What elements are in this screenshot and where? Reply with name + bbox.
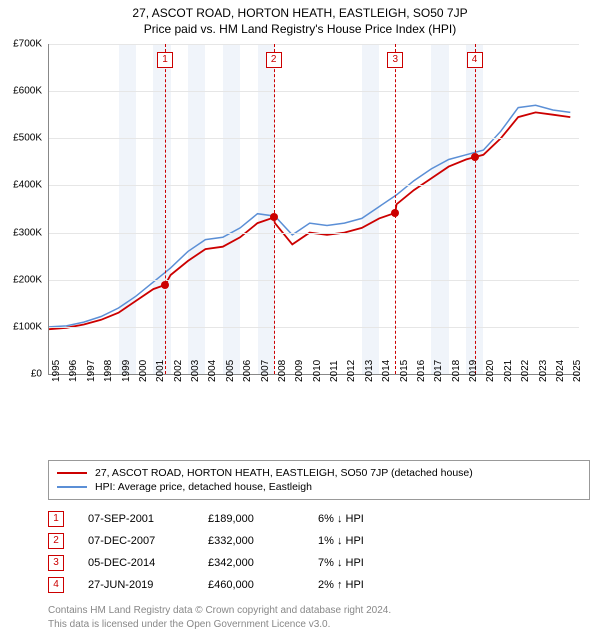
x-axis-label: 2020: [485, 360, 496, 382]
x-axis-label: 2024: [555, 360, 566, 382]
x-axis-label: 2007: [260, 360, 271, 382]
gridline: [49, 91, 579, 92]
legend-item: HPI: Average price, detached house, East…: [57, 480, 581, 494]
transaction-table: 1 07-SEP-2001£189,0006% ↓ HPI 2 07-DEC-2007…: [48, 508, 590, 596]
x-axis-label: 2008: [277, 360, 288, 382]
transaction-marker: 3: [48, 555, 64, 571]
transaction-date: 07-DEC-2007: [88, 535, 208, 547]
x-axis-label: 2014: [381, 360, 392, 382]
transaction-price: £189,000: [208, 513, 318, 525]
transaction-marker: 2: [48, 533, 64, 549]
marker-box: 2: [266, 52, 282, 68]
x-axis-label: 2018: [451, 360, 462, 382]
legend-swatch: [57, 486, 87, 488]
transaction-marker: 1: [48, 511, 64, 527]
x-axis-label: 2012: [346, 360, 357, 382]
legend-swatch: [57, 472, 87, 474]
transaction-date: 07-SEP-2001: [88, 513, 208, 525]
x-axis-label: 2005: [225, 360, 236, 382]
marker-line: [165, 44, 166, 374]
y-axis-label: £0: [0, 369, 42, 380]
x-axis-label: 2025: [572, 360, 583, 382]
transaction-row: 1 07-SEP-2001£189,0006% ↓ HPI: [48, 508, 590, 530]
marker-line: [475, 44, 476, 374]
y-axis-label: £600K: [0, 86, 42, 97]
y-axis-label: £100K: [0, 321, 42, 332]
transaction-date: 05-DEC-2014: [88, 557, 208, 569]
y-axis-label: £500K: [0, 133, 42, 144]
x-axis-label: 2021: [503, 360, 514, 382]
y-axis-label: £700K: [0, 39, 42, 50]
gridline: [49, 44, 579, 45]
price-dot: [471, 153, 479, 161]
transaction-marker: 4: [48, 577, 64, 593]
transaction-row: 2 07-DEC-2007£332,0001% ↓ HPI: [48, 530, 590, 552]
x-axis-label: 1996: [68, 360, 79, 382]
x-axis-label: 2023: [538, 360, 549, 382]
legend: 27, ASCOT ROAD, HORTON HEATH, EASTLEIGH,…: [48, 460, 590, 500]
plot-area: 1 2 3 4: [48, 44, 579, 375]
marker-box: 3: [387, 52, 403, 68]
transaction-price: £332,000: [208, 535, 318, 547]
gridline: [49, 233, 579, 234]
chart: 1234 £0£100K£200K£300K£400K£500K£600K£70…: [48, 44, 578, 404]
transaction-row: 3 05-DEC-2014£342,0007% ↓ HPI: [48, 552, 590, 574]
gridline: [49, 327, 579, 328]
x-axis-label: 2022: [520, 360, 531, 382]
legend-item: 27, ASCOT ROAD, HORTON HEATH, EASTLEIGH,…: [57, 466, 581, 480]
x-axis-label: 2015: [399, 360, 410, 382]
transaction-delta: 2% ↑ HPI: [318, 579, 418, 591]
x-axis-label: 2000: [138, 360, 149, 382]
price-dot: [270, 213, 278, 221]
x-axis-label: 2004: [207, 360, 218, 382]
transaction-delta: 1% ↓ HPI: [318, 535, 418, 547]
x-axis-label: 2019: [468, 360, 479, 382]
y-axis-label: £400K: [0, 180, 42, 191]
x-axis-label: 2001: [155, 360, 166, 382]
marker-line: [274, 44, 275, 374]
y-axis-label: £200K: [0, 274, 42, 285]
footer-attribution: Contains HM Land Registry data © Crown c…: [48, 604, 590, 631]
x-axis-label: 2016: [416, 360, 427, 382]
x-axis-label: 2010: [312, 360, 323, 382]
x-axis-label: 1999: [121, 360, 132, 382]
y-axis-label: £300K: [0, 227, 42, 238]
title-subtitle: Price paid vs. HM Land Registry's House …: [0, 20, 600, 36]
page: 27, ASCOT ROAD, HORTON HEATH, EASTLEIGH,…: [0, 0, 600, 620]
series-price_paid: [49, 112, 570, 329]
gridline: [49, 280, 579, 281]
legend-label: HPI: Average price, detached house, East…: [95, 481, 312, 493]
x-axis-label: 2003: [190, 360, 201, 382]
legend-label: 27, ASCOT ROAD, HORTON HEATH, EASTLEIGH,…: [95, 467, 473, 479]
transaction-price: £342,000: [208, 557, 318, 569]
x-axis-label: 2009: [294, 360, 305, 382]
price-dot: [391, 209, 399, 217]
x-axis-label: 1995: [51, 360, 62, 382]
marker-box: 1: [157, 52, 173, 68]
transaction-delta: 7% ↓ HPI: [318, 557, 418, 569]
transaction-delta: 6% ↓ HPI: [318, 513, 418, 525]
x-axis-label: 2011: [329, 360, 340, 382]
transaction-date: 27-JUN-2019: [88, 579, 208, 591]
x-axis-label: 2013: [364, 360, 375, 382]
transaction-price: £460,000: [208, 579, 318, 591]
transaction-row: 4 27-JUN-2019£460,0002% ↑ HPI: [48, 574, 590, 596]
gridline: [49, 185, 579, 186]
x-axis-label: 2006: [242, 360, 253, 382]
gridline: [49, 138, 579, 139]
line-series: [49, 44, 579, 374]
footer-line1: Contains HM Land Registry data © Crown c…: [48, 604, 590, 618]
price-dot: [161, 281, 169, 289]
x-axis-label: 2017: [433, 360, 444, 382]
x-axis-label: 1998: [103, 360, 114, 382]
x-axis-label: 1997: [86, 360, 97, 382]
x-axis-label: 2002: [173, 360, 184, 382]
marker-box: 4: [467, 52, 483, 68]
title-address: 27, ASCOT ROAD, HORTON HEATH, EASTLEIGH,…: [0, 0, 600, 20]
